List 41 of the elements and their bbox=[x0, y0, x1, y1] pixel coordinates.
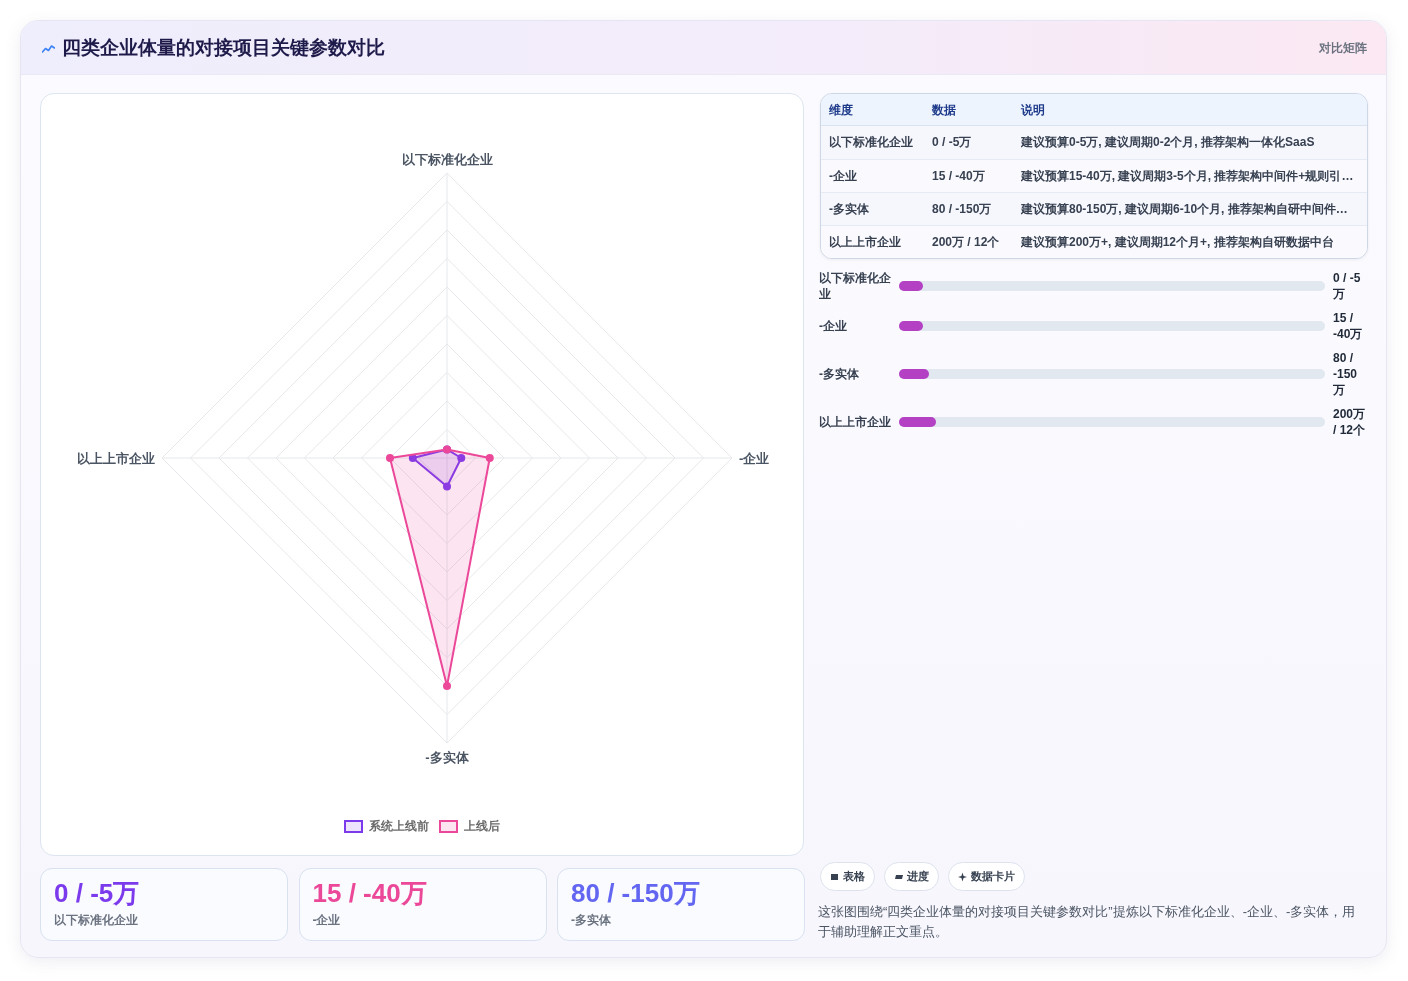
category-label: -企业 bbox=[312, 912, 341, 928]
text: 对比矩阵 bbox=[1319, 40, 1367, 56]
y2-tick-label: 0 / -5万 bbox=[1333, 270, 1362, 302]
text: 建议预算200万+, 建议周期12个月+, 推荐架构自研数据中台 bbox=[1021, 235, 1334, 249]
category-label: 说明 bbox=[1021, 102, 1046, 119]
spoke-label: -多实体 bbox=[425, 749, 470, 765]
spoke-label: -企业 bbox=[739, 450, 770, 466]
category-label: -多实体 bbox=[571, 912, 611, 928]
text: 80 / -150万 bbox=[932, 202, 992, 216]
y2-tick-label: 200万 / 12个 bbox=[1333, 406, 1367, 438]
legend-label: 上线后 bbox=[464, 818, 500, 834]
category-label: 进度 bbox=[907, 869, 929, 884]
text: 以下标准化企业 bbox=[829, 135, 913, 149]
text: 200万 / 12个 bbox=[932, 235, 1000, 249]
text: -企业 bbox=[829, 169, 857, 183]
y-tick-label: 以下标准化企业 bbox=[819, 270, 892, 302]
spoke-label: 以上上市企业 bbox=[77, 450, 155, 466]
legend-label: 系统上线前 bbox=[369, 818, 429, 834]
text: 建议预算15-40万, 建议周期3-5个月, 推荐架构中间件+规则引… bbox=[1021, 169, 1354, 183]
spoke-label: 以下标准化企业 bbox=[401, 151, 493, 167]
text: 建议预算80-150万, 建议周期6-10个月, 推荐架构自研中间件… bbox=[1021, 202, 1348, 216]
y2-tick-label: 80 / -150万 bbox=[1333, 350, 1359, 398]
category-label: 数据 bbox=[932, 102, 957, 119]
text: 以上上市企业 bbox=[829, 235, 901, 249]
category-label: 数据卡片 bbox=[971, 869, 1015, 884]
category-label: 维度 bbox=[829, 102, 854, 119]
text: 15 / -40万 bbox=[932, 169, 985, 183]
text: 15 / -40万 bbox=[312, 878, 427, 908]
category-label: 以下标准化企业 bbox=[54, 912, 138, 928]
y-tick-label: 以上上市企业 bbox=[819, 414, 892, 430]
text: 四类企业体量的对接项目关键参数对比 bbox=[62, 36, 385, 60]
text: 0 / -5万 bbox=[54, 878, 140, 908]
category-label: 表格 bbox=[843, 869, 865, 884]
text: 建议预算0-5万, 建议周期0-2个月, 推荐架构一体化SaaS bbox=[1021, 135, 1315, 149]
chip: 数据卡片 bbox=[948, 862, 1025, 891]
y-tick-label: -多实体 bbox=[819, 366, 860, 382]
text: 0 / -5万 bbox=[932, 135, 972, 149]
y-tick-label: -企业 bbox=[819, 318, 848, 334]
text: 80 / -150万 bbox=[571, 878, 700, 908]
text: 这张图围绕“四类企业体量的对接项目关键参数对比”提炼以下标准化企业、-企业、-多实体，用于辅助理解正文重点。 bbox=[818, 903, 1357, 941]
y2-tick-label: 15 / -40万 bbox=[1333, 310, 1364, 342]
